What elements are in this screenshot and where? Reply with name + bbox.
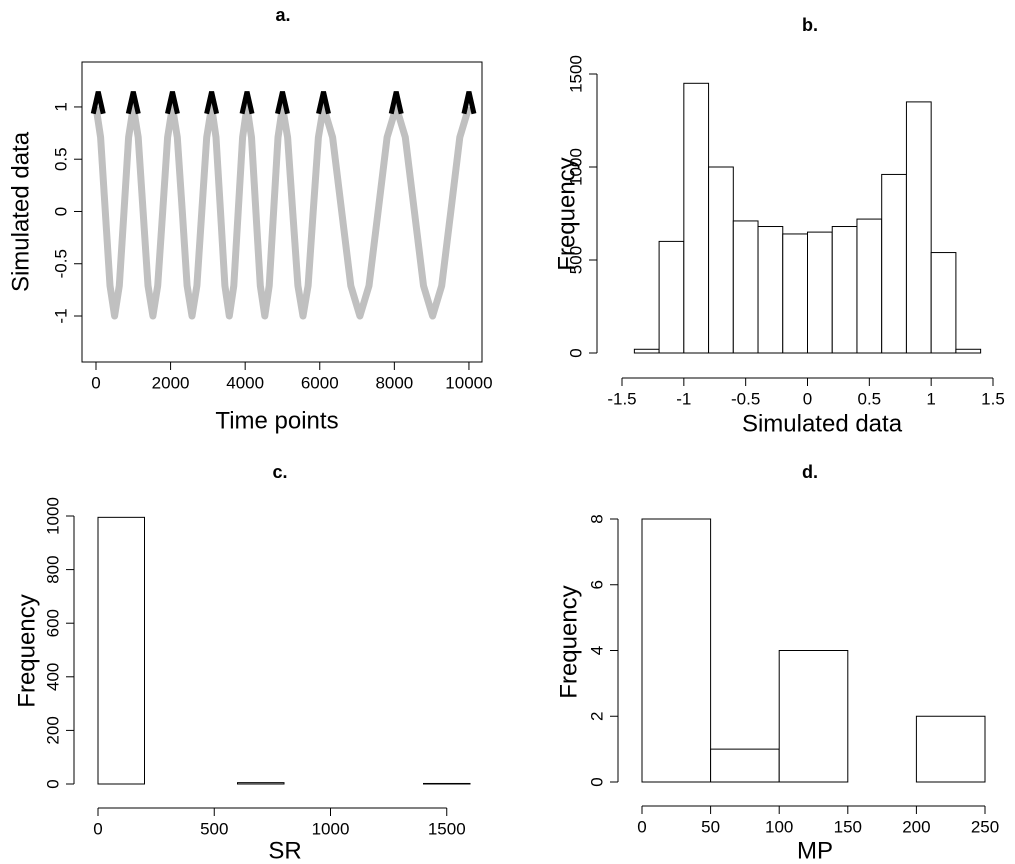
peak-marker [275,91,290,115]
y-axis-label: Frequency [13,594,40,707]
y-tick-label: 0 [43,779,62,788]
bar [237,782,285,785]
x-tick-label: 1.5 [981,389,1005,408]
panel-title: a. [275,5,290,25]
x-tick-label: 100 [765,817,793,836]
peak-marker [90,91,106,115]
x-tick-label: 1500 [428,819,466,838]
peak-marker [388,91,404,115]
bar [807,231,833,354]
plot-box [81,61,483,363]
x-tick-label: 250 [971,817,999,836]
bar [658,240,685,354]
y-tick-label: 0 [566,348,585,357]
x-tick-label: 0 [91,373,100,392]
bar [930,252,957,354]
y-tick-label: 0.5 [51,147,70,171]
peak-marker [165,91,180,115]
x-tick-label: 2000 [152,373,190,392]
x-tick-label: 50 [701,817,720,836]
bar [732,220,759,354]
y-tick-label: 0 [51,207,70,216]
x-tick-label: 6000 [301,373,339,392]
bar [778,650,849,783]
y-tick-label: 800 [43,555,62,583]
x-tick-label: 8000 [375,373,413,392]
x-tick-label: 150 [834,817,862,836]
y-tick-label: 1 [51,102,70,111]
bar [708,166,734,354]
bar [955,348,982,354]
x-tick-label: 500 [200,819,228,838]
x-tick-label: 0.5 [858,389,882,408]
y-tick-label: 600 [43,609,62,637]
bar [831,226,858,354]
y-tick-label: 0 [587,777,606,786]
x-axis-label: Time points [215,407,338,434]
y-tick-label: 4 [587,646,606,655]
y-tick-label: 200 [43,716,62,744]
y-tick-label: -1 [51,308,70,323]
panel-title: b. [802,15,818,35]
bar [905,101,932,354]
x-tick-label: 1000 [312,819,350,838]
x-tick-label: -1.5 [607,389,636,408]
x-tick-label: 0 [93,819,102,838]
x-tick-label: -1 [676,389,691,408]
panel-title: c. [272,462,287,482]
y-tick-label: 6 [587,580,606,589]
y-tick-label: 2 [587,712,606,721]
x-tick-label: 200 [902,817,930,836]
signal-line [92,103,473,320]
x-axis-label: Simulated data [742,410,903,437]
y-tick-label: 400 [43,663,62,691]
bar [710,748,780,783]
x-tick-label: -0.5 [731,389,760,408]
peak-marker [239,91,255,115]
y-tick-label: 1500 [566,55,585,93]
bar [423,782,471,785]
y-tick-label: 8 [587,514,606,523]
x-tick-label: 0 [637,817,646,836]
bar [683,82,710,354]
y-tick-label: -0.5 [51,249,70,278]
y-tick-label: 500 [566,246,585,274]
x-tick-label: 10000 [445,373,492,392]
x-tick-label: 0 [803,389,812,408]
panel-title: d. [802,462,818,482]
bar [915,715,986,783]
bar [782,233,808,354]
peak-marker [461,91,477,115]
x-axis-label: SR [268,837,301,864]
y-axis-label: Frequency [555,585,582,698]
bar [641,518,712,783]
y-tick-label: 1000 [566,148,585,186]
bar [97,516,145,785]
peak-marker [316,91,331,115]
peak-marker [204,91,220,115]
bar [881,173,907,354]
bar [757,226,784,354]
peak-marker [125,91,141,115]
bar [856,218,883,354]
x-axis-label: MP [797,837,833,864]
y-axis-label: Frequency [553,157,580,270]
x-tick-label: 4000 [226,373,264,392]
y-tick-label: 1000 [43,497,62,535]
x-tick-label: 1 [926,389,935,408]
y-axis-label: Simulated data [7,131,34,292]
bar [633,348,660,354]
